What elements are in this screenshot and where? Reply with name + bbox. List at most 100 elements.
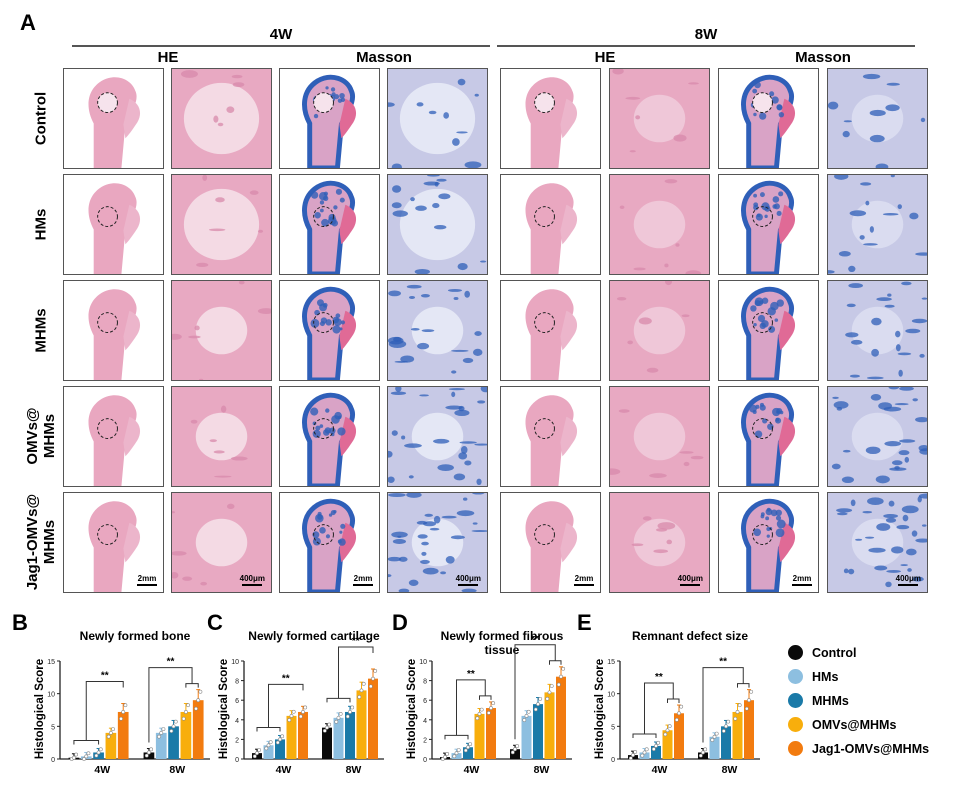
panel-letter-a: A — [20, 10, 36, 35]
histology-tile-he-detail-4w-row4: 400μm — [171, 492, 272, 593]
y-tick-label: 4 — [235, 718, 239, 725]
data-point — [96, 750, 101, 755]
data-point — [161, 727, 166, 732]
data-point — [94, 753, 99, 758]
data-point — [545, 696, 550, 701]
data-point — [489, 706, 493, 710]
bar-jag1-omvs-mhms-8w — [556, 676, 566, 759]
data-point — [644, 747, 649, 752]
data-point — [479, 707, 484, 712]
timepoint-header-4w: 4W — [269, 26, 293, 43]
data-point — [445, 752, 450, 756]
bar-chart-d: 0 2 4 6 8 10 4W 8W ** ** — [419, 636, 572, 776]
data-point — [547, 690, 552, 695]
data-point — [252, 754, 257, 759]
scale-bar-label: 400μm — [677, 574, 703, 583]
data-point — [171, 724, 176, 729]
significance-bracket — [737, 683, 750, 688]
defect-outline — [534, 206, 555, 227]
histology-tile-he-overview-8w-row3 — [500, 386, 601, 487]
bar-mhms-4w — [463, 747, 473, 759]
scale-bar-label: 2mm — [792, 574, 812, 583]
y-tick-label: 10 — [419, 659, 427, 666]
row-label-4: Jag1-OMVs@ MHMs — [24, 487, 58, 597]
scale-bar-label: 2mm — [353, 574, 373, 583]
significance-bracket — [268, 683, 304, 728]
data-point — [737, 703, 742, 708]
scale-bar-line — [898, 584, 919, 586]
bar-control-8w — [143, 752, 155, 759]
scale-bar: 400μm — [456, 574, 481, 586]
significance-bracket — [549, 660, 562, 665]
data-point — [667, 724, 672, 729]
histology-tile-masson-detail-8w-row2 — [827, 280, 928, 381]
row-label-0: Control — [33, 63, 50, 173]
data-point — [526, 709, 531, 714]
data-point — [515, 744, 520, 748]
histology-tile-he-detail-4w-row2 — [171, 280, 272, 381]
bar-hms-4w — [639, 752, 650, 759]
data-point — [714, 731, 719, 736]
histology-tile-he-detail-8w-row1 — [609, 174, 710, 275]
data-point — [198, 689, 203, 694]
defect-outline — [752, 206, 773, 227]
scale-bar: 400μm — [896, 574, 921, 586]
defect-outline — [534, 418, 555, 439]
data-point — [524, 713, 529, 718]
significance-bracket — [644, 682, 674, 735]
timepoint-header-8w: 8W — [694, 26, 718, 43]
y-tick-label: 10 — [607, 692, 615, 699]
bar-mhms-4w — [275, 739, 285, 759]
significance-bracket — [632, 733, 657, 739]
row-label-line: OMVs@ — [24, 407, 41, 465]
defect-outline — [752, 418, 773, 439]
scale-bar-label: 400μm — [455, 574, 481, 583]
data-point — [121, 710, 126, 714]
stain-header-he-8w: HE — [594, 49, 616, 66]
data-point — [303, 705, 308, 710]
scale-bar: 2mm — [792, 574, 812, 586]
data-point — [278, 737, 282, 742]
bar-hms-8w — [521, 715, 532, 759]
significance-label: ** — [655, 672, 663, 683]
significance-label: ** — [352, 636, 360, 647]
row-label-line: HMs — [32, 208, 50, 240]
data-point — [665, 728, 670, 733]
data-point — [654, 744, 658, 748]
histology-tile-he-overview-4w-row2 — [63, 280, 164, 381]
bar-mhms-8w — [168, 726, 179, 759]
histology-tile-he-detail-8w-row4: 400μm — [609, 492, 710, 593]
data-point — [144, 753, 149, 758]
significance-label: ** — [167, 657, 175, 668]
data-point — [701, 750, 705, 755]
histology-tile-masson-overview-4w-row2 — [279, 280, 380, 381]
x-tick-label: 4W — [94, 764, 110, 776]
data-point — [322, 728, 327, 733]
significance-label: ** — [101, 670, 109, 681]
histology-tile-he-detail-8w-row2 — [609, 280, 710, 381]
data-point — [147, 750, 151, 755]
row-label-line: MHMs — [41, 413, 58, 459]
legend-label: Jag1-OMVs@MHMs — [812, 741, 930, 756]
legend-label: Control — [812, 645, 857, 660]
data-point — [513, 747, 517, 752]
bar-mhms-4w — [651, 745, 661, 759]
panel-letter-b: B — [12, 610, 28, 635]
data-point — [186, 703, 190, 708]
data-point — [289, 713, 294, 718]
significance-label: ** — [282, 673, 290, 684]
scale-bar: 400μm — [678, 574, 703, 586]
x-tick-label: 8W — [346, 764, 362, 776]
data-point — [640, 753, 645, 758]
timepoint-divider-4w — [72, 45, 490, 47]
data-point — [108, 730, 113, 735]
histology-tile-masson-detail-8w-row4: 400μm — [827, 492, 928, 593]
legend-swatch — [788, 669, 803, 684]
data-point — [733, 716, 738, 721]
data-point — [255, 751, 259, 756]
bar-mhms-8w — [721, 726, 731, 759]
data-point — [735, 710, 740, 714]
y-tick-label: 5 — [51, 724, 55, 731]
bar-omvs-mhms-4w — [105, 732, 117, 759]
legend-swatch — [788, 717, 803, 732]
